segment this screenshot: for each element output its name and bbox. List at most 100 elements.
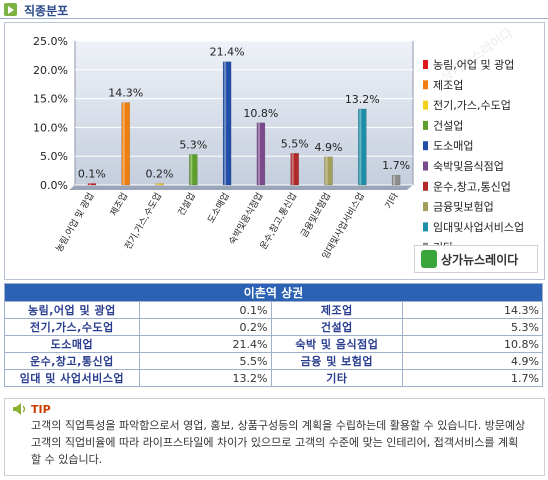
bar-highlight [224, 61, 227, 185]
legend-label: 전기,가스,수도업 [433, 99, 511, 112]
bar [87, 183, 97, 186]
plot-area [74, 40, 414, 186]
speaker-icon [13, 403, 26, 415]
bar-highlight [393, 175, 396, 185]
table-title: 이촌역 상권 [4, 283, 543, 302]
bar [189, 154, 198, 186]
bar [256, 122, 266, 186]
legend-label: 농림,어업 및 광업 [433, 59, 514, 72]
bar-highlight [325, 156, 328, 185]
y-tick-label: 20.0% [33, 64, 68, 77]
legend-label: 임대및사업서비스업 [433, 221, 524, 234]
table-cell-value: 4.9% [402, 352, 543, 370]
legend-swatch [423, 202, 428, 212]
legend-swatch [423, 222, 428, 232]
bar [290, 153, 299, 186]
table-cell-label: 임대 및 사업서비스업 [4, 369, 140, 387]
x-tick-label: 기타 [383, 190, 401, 210]
logo-icon [421, 250, 437, 268]
x-tick-label: 제조업 [108, 191, 130, 218]
bar-highlight [190, 154, 193, 185]
bar [155, 183, 164, 186]
bar [391, 174, 401, 186]
bar-chart: 0.0%5.0%10.0%15.0%20.0%25.0% 농림,어업 및 광업 제… [33, 26, 524, 261]
x-tick-label: 운수,창고,통신업 [258, 191, 299, 252]
legend-label: 제조업 [433, 79, 463, 92]
section-title: 직종분포 [24, 4, 69, 18]
y-tick-label: 15.0% [33, 93, 68, 106]
x-tick-label: 도소매업 [206, 191, 232, 225]
legend-swatch [423, 100, 428, 110]
bar-highlight [156, 183, 159, 185]
legend-label: 숙박및음식점업 [433, 160, 504, 173]
value-label: 0.1% [78, 168, 106, 181]
table-cell-value: 14.3% [402, 301, 543, 319]
table-row: 도소매업 21.4% 숙박 및 음식점업 10.8% [4, 335, 543, 353]
legend-label: 금융및보험업 [433, 201, 494, 214]
y-tick-label: 0.0% [40, 179, 68, 192]
header-divider [0, 18, 548, 19]
table-cell-value: 0.1% [138, 301, 272, 319]
x-tick-label: 금융및보험업 [298, 191, 333, 240]
table-cell-label: 금융 및 보험업 [270, 352, 404, 370]
table-cell-value: 5.3% [402, 318, 543, 336]
table-cell-value: 21.4% [138, 335, 272, 353]
bar-highlight [257, 122, 260, 185]
table-cell-label: 건설업 [270, 318, 404, 336]
x-tick-label: 숙박및음식점업 [226, 191, 265, 247]
legend-label: 건설업 [433, 119, 463, 132]
table-cell-label: 전기,가스,수도업 [4, 318, 140, 336]
y-tick-label: 10.0% [33, 121, 68, 134]
table-cell-value: 10.8% [402, 335, 543, 353]
legend-label: 도소매업 [433, 140, 473, 153]
legend-label: 운수,창고,통신업 [433, 180, 511, 193]
bar-highlight [359, 108, 362, 185]
value-label: 4.9% [315, 141, 343, 154]
table-cell-value: 0.2% [138, 318, 272, 336]
table-row: 전기,가스,수도업 0.2% 건설업 5.3% [4, 318, 543, 336]
bar [358, 108, 367, 186]
bar [222, 61, 232, 186]
bar-highlight [88, 183, 91, 185]
table-cell-label: 숙박 및 음식점업 [270, 335, 404, 353]
table-row: 농림,어업 및 광업 0.1% 제조업 14.3% [4, 301, 543, 319]
tip-text: 고객의 직업특성을 파악함으로서 영업, 홍보, 상품구성등의 계획을 수립하는… [31, 419, 526, 466]
legend-swatch [423, 80, 428, 90]
value-label: 10.8% [243, 107, 278, 120]
value-label: 5.3% [179, 138, 207, 151]
table-cell-value: 1.7% [402, 369, 543, 387]
stats-table: 이촌역 상권 농림,어업 및 광업 0.1% 제조업 14.3% 전기,가스,수도업 0.… [4, 283, 543, 387]
table-cell-value: 5.5% [138, 352, 272, 370]
bar-highlight [122, 102, 125, 185]
y-tick-label: 5.0% [40, 150, 68, 163]
bar [324, 156, 333, 186]
legend-swatch [423, 161, 428, 171]
watermark: 상가뉴스레이다 [439, 26, 516, 86]
logo-text: 상가뉴스레이다 [441, 253, 519, 267]
value-label: 0.2% [146, 168, 174, 181]
table-cell-label: 기타 [270, 369, 404, 387]
chart-container: 0.0% 5.0% 10.0% 15.0% 20.0% 25.0% 농림,어업 및 광업 제… [4, 22, 545, 280]
table-row: 임대 및 사업서비스업 13.2% 기타 1.7% [4, 369, 543, 387]
value-label: 1.7% [382, 159, 410, 172]
x-tick-label: 전기,가스,수도업 [123, 191, 164, 252]
table-row: 운수,창고,통신업 5.5% 금융 및 보험업 4.9% [4, 352, 543, 370]
value-label: 13.2% [345, 93, 380, 106]
x-tick-label: 농림,어업 및 광업 [53, 191, 97, 255]
value-label: 14.3% [108, 87, 143, 100]
legend-swatch [423, 141, 428, 151]
tip-box: TIP 고객의 직업특성을 파악함으로서 영업, 홍보, 상품구성등의 계획을 … [4, 398, 545, 476]
table-cell-label: 농림,어업 및 광업 [4, 301, 140, 319]
value-label: 5.5% [281, 137, 309, 150]
legend-swatch [423, 60, 428, 69]
legend-swatch [423, 120, 428, 130]
plot-floor [69, 185, 413, 190]
table-cell-label: 도소매업 [4, 335, 140, 353]
table-cell-value: 13.2% [138, 369, 272, 387]
bar [121, 102, 130, 186]
y-tick-label: 25.0% [33, 35, 68, 48]
table-cell-label: 운수,창고,통신업 [4, 352, 140, 370]
bullet-icon [4, 3, 17, 16]
section-header: 직종분포 [0, 0, 548, 20]
bar-highlight [291, 153, 294, 185]
